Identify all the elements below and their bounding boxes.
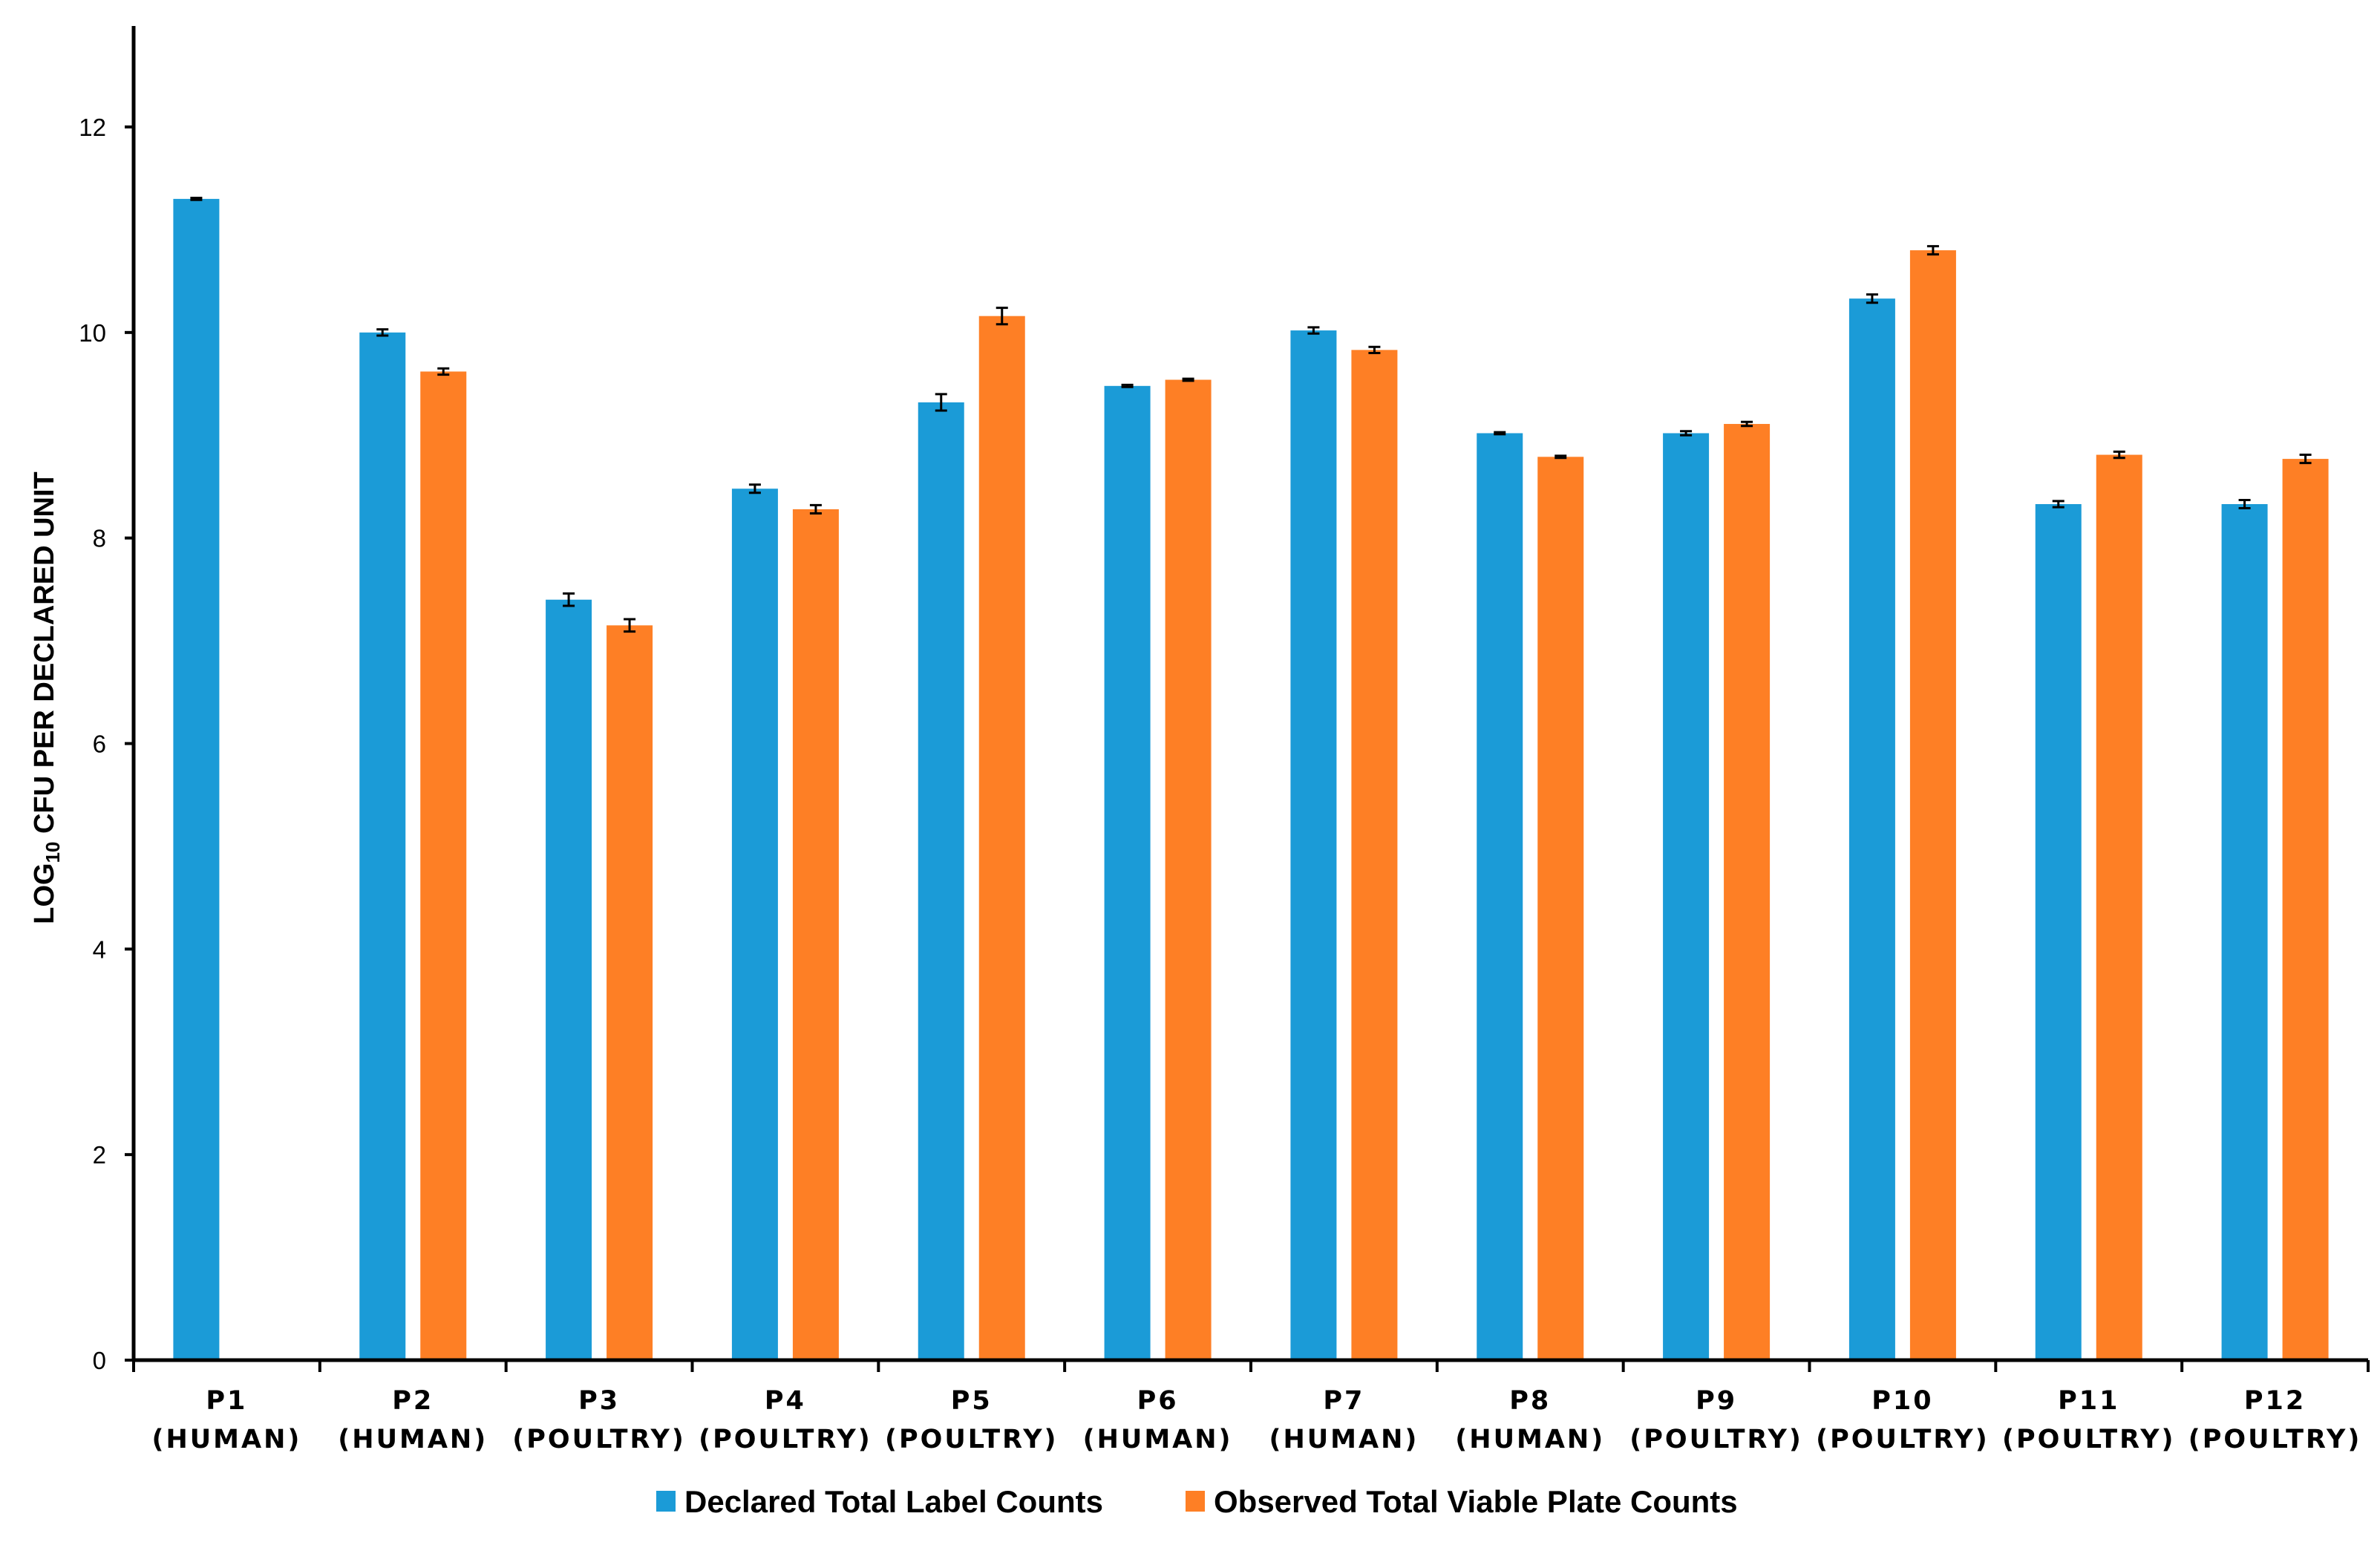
y-tick-label: 0 <box>93 1347 106 1374</box>
error-bar-observed <box>2299 454 2312 465</box>
y-axis-title-subscript: 10 <box>42 841 64 863</box>
x-category-label: P4 <box>765 1386 806 1416</box>
bar-declared <box>1848 298 1895 1361</box>
x-category-label: P11 <box>2058 1386 2119 1416</box>
legend-swatch-observed <box>1186 1491 1205 1512</box>
x-category-group-label: (HUMAN) <box>1455 1425 1605 1454</box>
bar-observed <box>1909 250 1956 1361</box>
error-bar-observed <box>809 503 822 515</box>
x-category-group-label: (POULTRY) <box>2002 1425 2176 1454</box>
bar-declared <box>546 599 592 1360</box>
error-bar-observed <box>624 618 636 633</box>
bar-observed <box>978 316 1025 1361</box>
x-category-label: P2 <box>392 1386 434 1416</box>
x-categories-layer: P1 (HUMAN) P2 (HUMAN) P3 (POULTRY) P4 (POULTRY)… <box>132 1360 2370 1454</box>
bar-declared <box>918 402 964 1360</box>
bar-declared <box>2035 503 2082 1360</box>
bar-declared <box>2221 503 2268 1360</box>
error-bar-declared <box>1494 431 1506 436</box>
error-bar-observed <box>1554 454 1567 460</box>
error-bars-layer <box>190 197 2312 633</box>
error-bar-declared <box>2052 500 2064 509</box>
error-bar-declared <box>190 197 203 201</box>
bar-declared <box>359 332 406 1360</box>
axes-layer <box>131 26 2368 1362</box>
x-category-label: P1 <box>206 1386 247 1416</box>
y-tick-label: 10 <box>79 319 106 347</box>
legend-swatch-declared <box>656 1491 676 1512</box>
error-bar-observed <box>996 307 1008 326</box>
x-category-group-label: (HUMAN) <box>338 1425 488 1454</box>
error-bar-declared <box>1121 383 1134 388</box>
bar-observed <box>1724 424 1771 1360</box>
x-category-group-label: (POULTRY) <box>1816 1425 1990 1454</box>
bar-observed <box>2282 459 2329 1360</box>
y-tick-label: 4 <box>93 935 106 963</box>
bar-observed <box>2096 454 2142 1360</box>
x-category-group-label: (HUMAN) <box>1269 1425 1419 1454</box>
bar-declared <box>1477 433 1523 1360</box>
y-tick-label: 6 <box>93 731 106 758</box>
x-category-label: P9 <box>1696 1386 1737 1416</box>
error-bar-observed <box>2113 450 2125 460</box>
bars-layer <box>173 198 2329 1361</box>
error-bar-observed <box>1926 245 1939 256</box>
bar-declared <box>1290 330 1337 1361</box>
error-bar-declared <box>1866 293 1878 304</box>
x-category-group-label: (POULTRY) <box>1629 1425 1803 1454</box>
legend-label-observed: Observed Total Viable Plate Counts <box>1214 1484 1738 1519</box>
y-tick-label: 2 <box>93 1141 106 1169</box>
x-category-group-label: (POULTRY) <box>699 1425 872 1454</box>
x-category-label: P5 <box>951 1386 993 1416</box>
x-category-group-label: (HUMAN) <box>1083 1425 1233 1454</box>
legend: Declared Total Label Counts Observed Tot… <box>656 1484 1738 1519</box>
error-bar-declared <box>935 393 947 412</box>
y-tick-label: 8 <box>93 525 106 552</box>
x-category-group-label: (POULTRY) <box>2188 1425 2362 1454</box>
bar-declared <box>1104 385 1151 1360</box>
x-category-group-label: (POULTRY) <box>885 1425 1059 1454</box>
bar-observed <box>1537 457 1584 1360</box>
legend-label-declared: Declared Total Label Counts <box>684 1484 1103 1519</box>
error-bar-observed <box>1741 420 1753 428</box>
y-ticks-layer: 0 2 4 6 8 10 12 <box>79 114 134 1374</box>
x-category-label: P3 <box>578 1386 620 1416</box>
x-category-label: P10 <box>1871 1386 1933 1416</box>
bar-observed <box>420 371 467 1361</box>
y-tick-label: 12 <box>79 114 106 141</box>
error-bar-declared <box>1680 430 1693 437</box>
error-bar-declared <box>1307 326 1320 335</box>
y-axis-title-rest: CFU PER DECLARED UNIT <box>29 471 60 841</box>
bar-declared <box>1663 433 1710 1360</box>
bar-observed <box>1165 379 1212 1360</box>
error-bar-declared <box>376 328 389 337</box>
x-category-group-label: (POULTRY) <box>512 1425 686 1454</box>
error-bar-observed <box>437 367 450 376</box>
x-category-label: P12 <box>2244 1386 2306 1416</box>
x-category-label: P8 <box>1509 1386 1551 1416</box>
bar-declared <box>173 198 220 1361</box>
error-bar-declared <box>748 483 761 494</box>
bar-observed <box>607 625 653 1360</box>
bar-declared <box>731 489 778 1360</box>
y-axis-title: LOG10 CFU PER DECLARED UNIT <box>29 471 64 924</box>
error-bar-declared <box>563 592 575 607</box>
error-bar-declared <box>2238 498 2251 510</box>
error-bar-observed <box>1182 377 1194 382</box>
y-axis-title-log: LOG <box>29 863 60 924</box>
x-category-label: P6 <box>1137 1386 1179 1416</box>
error-bar-observed <box>1368 345 1381 355</box>
x-category-group-label: (HUMAN) <box>151 1425 301 1454</box>
bar-observed <box>1351 350 1398 1361</box>
bar-observed <box>792 509 839 1361</box>
x-category-label: P7 <box>1323 1386 1364 1416</box>
